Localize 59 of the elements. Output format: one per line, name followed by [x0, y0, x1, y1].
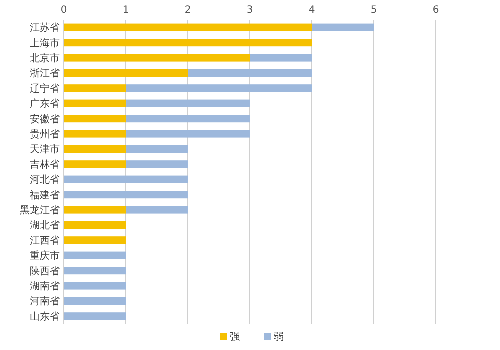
x-tick-label: 1 — [122, 5, 130, 16]
y-tick-label: 福建省 — [30, 189, 60, 202]
y-tick-label: 山东省 — [30, 310, 60, 323]
y-tick-label: 上海市 — [30, 37, 60, 50]
bar — [64, 312, 126, 320]
y-tick-label: 广东省 — [30, 98, 60, 110]
y-tick-label: 贵州省 — [30, 128, 60, 140]
bar — [64, 84, 126, 92]
bar — [64, 145, 126, 153]
x-tick-label: 6 — [432, 5, 440, 16]
bar — [64, 252, 126, 260]
bar — [64, 39, 312, 47]
bar — [188, 69, 312, 77]
y-tick-label: 江苏省 — [30, 22, 60, 34]
bar — [64, 282, 126, 290]
bar — [126, 145, 188, 153]
y-tick-label: 湖北省 — [30, 220, 60, 232]
bar — [126, 130, 250, 138]
bar — [126, 206, 188, 214]
y-tick-label: 陕西省 — [30, 265, 60, 278]
y-tick-label: 吉林省 — [30, 158, 60, 171]
legend-label: 强 — [230, 332, 240, 343]
bar — [64, 297, 126, 305]
bar — [126, 115, 250, 123]
y-tick-label: 辽宁省 — [30, 82, 60, 95]
bar — [64, 69, 188, 77]
x-tick-label: 2 — [184, 5, 192, 16]
bar — [64, 130, 126, 138]
y-tick-label: 浙江省 — [30, 68, 60, 80]
y-tick-label: 江西省 — [30, 234, 60, 247]
legend-label: 弱 — [274, 332, 284, 343]
y-tick-label: 重庆市 — [30, 250, 60, 262]
bar — [64, 206, 126, 214]
bar — [64, 160, 126, 168]
bar — [64, 191, 188, 199]
bar — [126, 100, 250, 108]
bar — [64, 176, 188, 184]
x-tick-label: 4 — [308, 5, 316, 16]
x-tick-label: 3 — [246, 5, 254, 16]
y-tick-label: 湖南省 — [30, 280, 60, 292]
bar — [64, 267, 126, 275]
bar — [312, 24, 374, 32]
bar — [64, 54, 250, 62]
bar — [126, 160, 188, 168]
bar — [64, 115, 126, 123]
x-tick-label: 5 — [370, 5, 378, 16]
bar — [64, 221, 126, 229]
y-tick-label: 河南省 — [30, 296, 60, 308]
x-tick-label: 0 — [60, 5, 68, 16]
bar — [250, 54, 312, 62]
bar — [64, 100, 126, 108]
y-tick-label: 北京市 — [30, 52, 60, 64]
y-tick-label: 河北省 — [30, 174, 60, 186]
bar — [126, 84, 312, 92]
y-tick-label: 黑龙江省 — [20, 204, 60, 216]
y-tick-label: 天津市 — [30, 144, 60, 156]
bar — [64, 236, 126, 244]
bar — [64, 24, 312, 32]
y-tick-label: 安徽省 — [30, 113, 60, 126]
